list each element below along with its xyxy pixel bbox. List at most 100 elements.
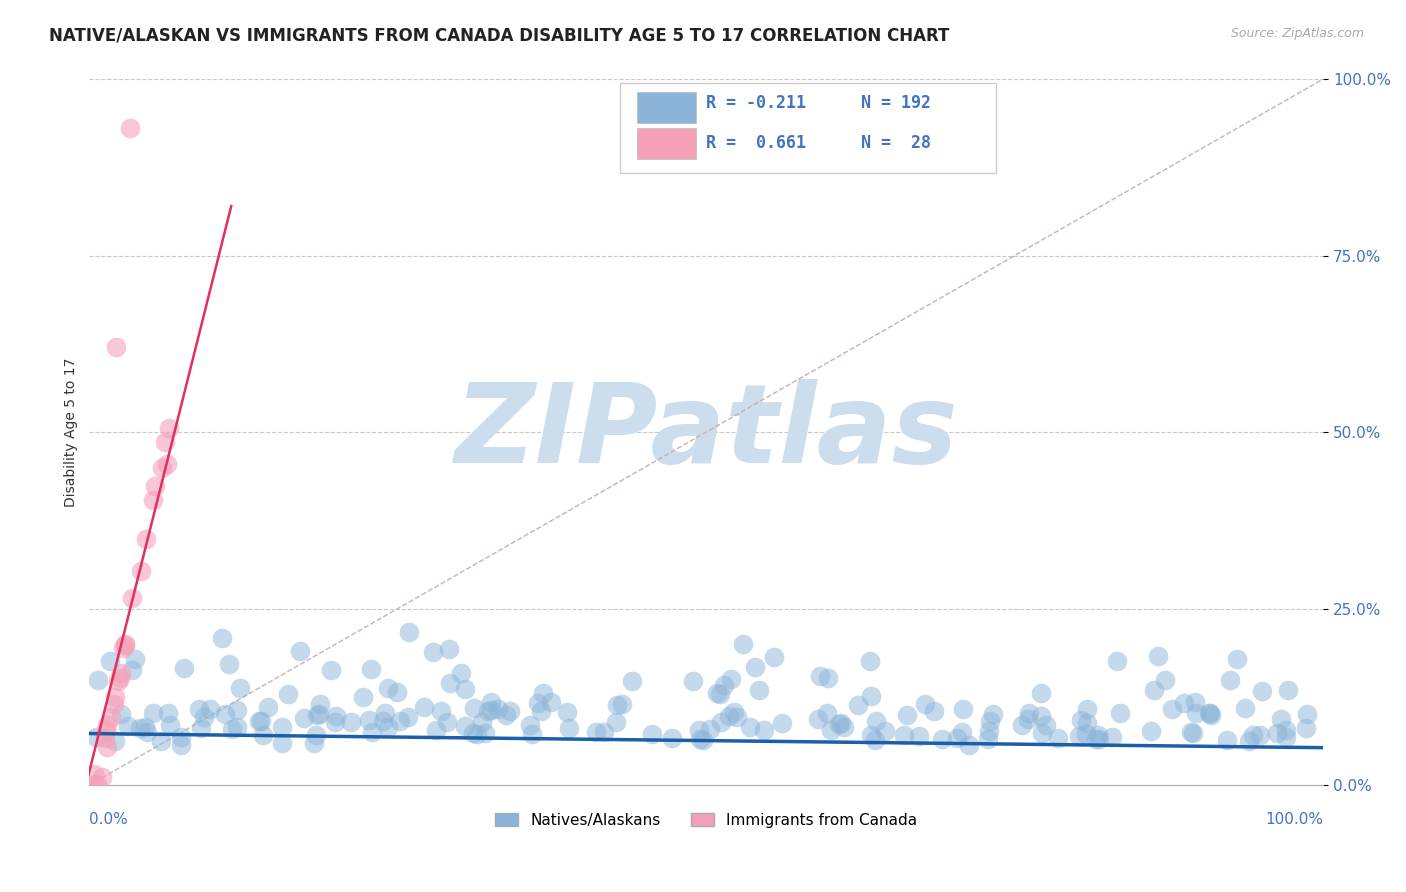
Point: [340, 715, 363, 730]
Point: [159, 717, 181, 731]
Point: [221, 722, 243, 736]
Point: [302, 736, 325, 750]
Point: [1017, 712, 1039, 726]
Point: [1274, 730, 1296, 744]
Point: [1084, 732, 1107, 747]
Point: [1216, 733, 1239, 747]
Point: [118, 121, 141, 136]
Point: [124, 652, 146, 666]
Point: [170, 730, 193, 744]
Point: [1074, 727, 1097, 741]
Point: [110, 707, 132, 722]
Point: [710, 715, 733, 730]
Point: [308, 697, 330, 711]
Point: [187, 702, 209, 716]
Point: [463, 701, 485, 715]
Point: [270, 736, 292, 750]
Point: [450, 666, 472, 681]
Point: [699, 722, 721, 736]
Point: [1275, 723, 1298, 737]
Point: [94, 723, 117, 737]
Point: [474, 725, 496, 739]
Point: [744, 660, 766, 674]
Point: [288, 644, 311, 658]
Point: [1201, 707, 1223, 722]
Point: [763, 650, 786, 665]
Point: [247, 714, 270, 728]
Point: [112, 640, 135, 655]
Point: [977, 724, 1000, 739]
Point: [1198, 706, 1220, 721]
Point: [150, 734, 173, 748]
Point: [1265, 726, 1288, 740]
Point: [641, 727, 664, 741]
Point: [593, 724, 616, 739]
Point: [121, 591, 143, 606]
Point: [1173, 696, 1195, 710]
Point: [530, 704, 553, 718]
Point: [1087, 728, 1109, 742]
Point: [257, 700, 280, 714]
Point: [153, 435, 176, 450]
Point: [661, 731, 683, 745]
Point: [725, 710, 748, 724]
Point: [198, 701, 221, 715]
Text: ZIPatlas: ZIPatlas: [454, 378, 957, 485]
Point: [957, 738, 980, 752]
Point: [1076, 702, 1098, 716]
Point: [863, 732, 886, 747]
Point: [454, 682, 477, 697]
Point: [519, 718, 541, 732]
Point: [621, 673, 644, 688]
Point: [808, 669, 831, 683]
Point: [907, 729, 929, 743]
Point: [748, 682, 770, 697]
Point: [385, 685, 408, 699]
Point: [371, 714, 394, 729]
Point: [1249, 728, 1271, 742]
Point: [84, 777, 107, 791]
Point: [896, 708, 918, 723]
Point: [152, 460, 174, 475]
Point: [211, 631, 233, 645]
Point: [555, 706, 578, 720]
Point: [360, 662, 382, 676]
Point: [875, 723, 897, 738]
Text: NATIVE/ALASKAN VS IMMIGRANTS FROM CANADA DISABILITY AGE 5 TO 17 CORRELATION CHAR: NATIVE/ALASKAN VS IMMIGRANTS FROM CANADA…: [49, 27, 949, 45]
Point: [950, 725, 973, 739]
Point: [859, 690, 882, 704]
Point: [1147, 649, 1170, 664]
Point: [931, 731, 953, 746]
Point: [718, 709, 741, 723]
Point: [121, 663, 143, 677]
Point: [946, 731, 969, 745]
Point: [499, 704, 522, 718]
Point: [1296, 707, 1319, 722]
Point: [389, 714, 412, 728]
Point: [98, 654, 121, 668]
Point: [479, 703, 502, 717]
FancyBboxPatch shape: [620, 83, 997, 173]
Point: [1047, 731, 1070, 746]
Point: [558, 721, 581, 735]
Point: [425, 723, 447, 737]
Point: [277, 688, 299, 702]
Point: [486, 702, 509, 716]
Point: [229, 681, 252, 696]
Point: [173, 661, 195, 675]
Point: [820, 723, 842, 738]
Point: [981, 706, 1004, 721]
Point: [692, 733, 714, 747]
Point: [104, 690, 127, 705]
FancyBboxPatch shape: [637, 128, 696, 159]
Point: [461, 726, 484, 740]
Point: [1184, 695, 1206, 709]
Point: [479, 695, 502, 709]
Point: [1180, 724, 1202, 739]
Point: [1234, 701, 1257, 715]
Point: [135, 725, 157, 739]
Point: [1076, 716, 1098, 731]
Point: [107, 673, 129, 688]
Point: [770, 716, 793, 731]
Point: [374, 706, 396, 721]
